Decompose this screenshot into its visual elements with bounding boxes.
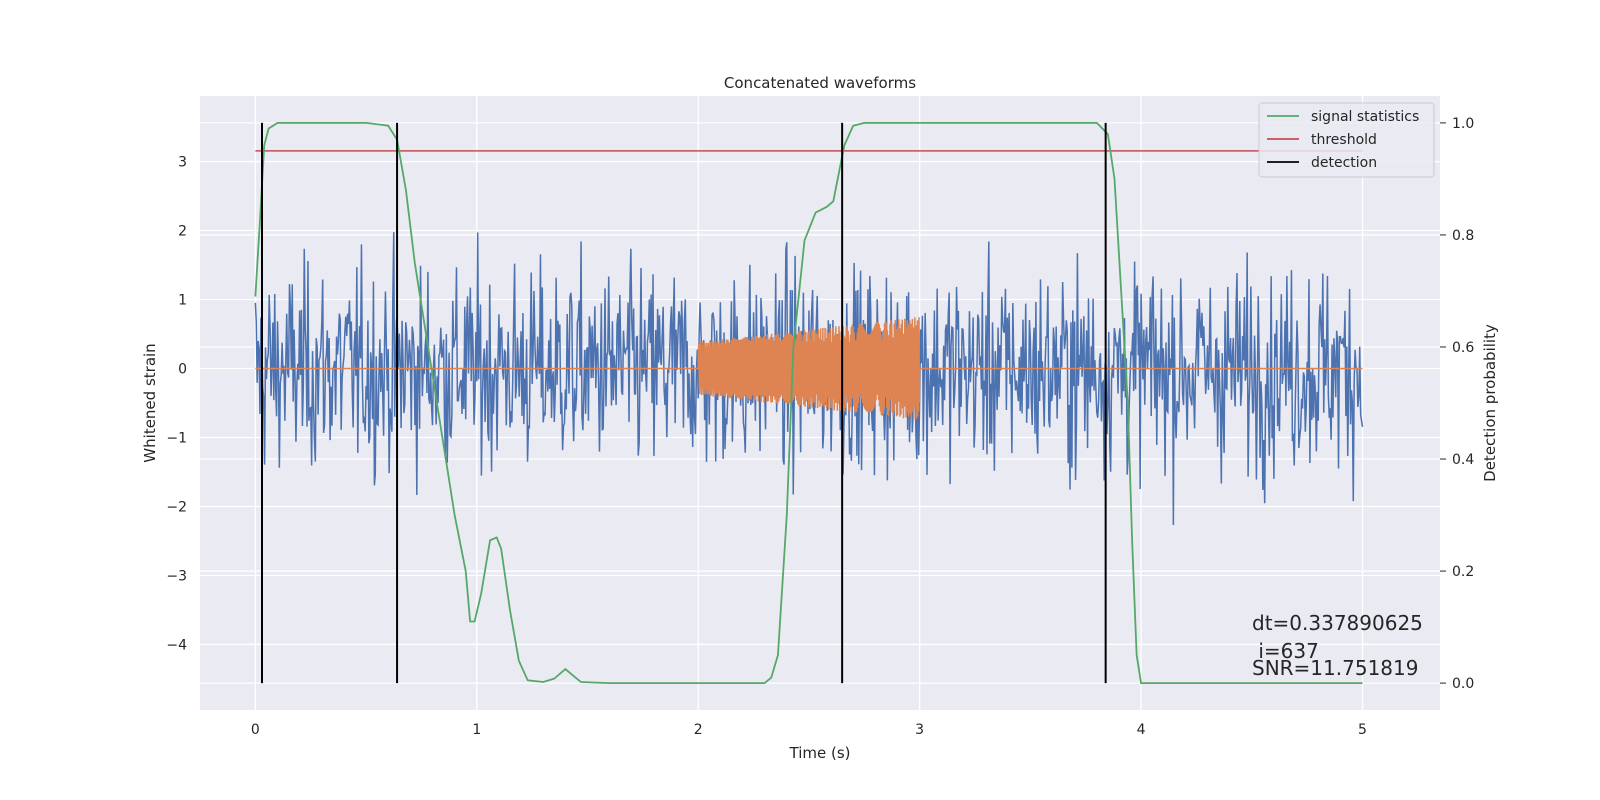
y2-tick-label: 1.0 [1452,116,1474,132]
annotation-dt: dt=0.337890625 [1252,611,1423,635]
legend: signal statistics threshold detection [1258,102,1435,178]
x-axis-label: Time (s) [789,744,851,762]
y-tick-label: 2 [178,224,187,240]
x-tick-label: 0 [251,722,260,738]
y2-tick-label: 0.6 [1452,340,1474,356]
series-layer [254,121,1364,685]
annotation-snr: SNR=11.751819 [1252,656,1418,680]
y-tick-label: −3 [166,568,187,584]
y-tick-label: −2 [166,499,187,515]
legend-label: signal statistics [1311,109,1419,125]
y-tick-label: 1 [178,293,187,309]
plot-clip-group [254,121,1364,685]
y2-axis-ticks: 0.0 0.2 0.4 0.6 0.8 1.0 [1440,116,1474,692]
y-tick-label: −4 [166,637,187,653]
y2-tick-label: 0.2 [1452,564,1474,580]
x-tick-label: 1 [472,722,481,738]
x-tick-label: 2 [694,722,703,738]
legend-box [1258,102,1435,178]
y-tick-label: −1 [166,430,187,446]
noise-series-line [254,232,1364,526]
injection-series-line [255,317,1363,420]
y-axis-ticks: −4 −3 −2 −1 0 1 2 3 [166,155,187,654]
annotation-i: i=637 [1252,639,1319,663]
y2-tick-label: 0.4 [1452,452,1474,468]
chart-title: Concatenated waveforms [724,74,916,92]
legend-label: detection [1311,155,1377,171]
x-axis-ticks: 0 1 2 3 4 5 [251,722,1367,738]
legend-label: threshold [1311,132,1377,148]
x-tick-label: 4 [1137,722,1146,738]
x-tick-label: 3 [915,722,924,738]
y-axis-label: Whitened strain [141,343,159,462]
x-tick-label: 5 [1358,722,1367,738]
signal-statistics-line [254,121,1363,685]
y-tick-label: 0 [178,362,187,378]
y-tick-label: 3 [178,155,187,171]
y2-tick-label: 0.8 [1452,228,1474,244]
y2-tick-label: 0.0 [1452,676,1474,692]
y2-axis-label: Detection probability [1481,324,1499,482]
